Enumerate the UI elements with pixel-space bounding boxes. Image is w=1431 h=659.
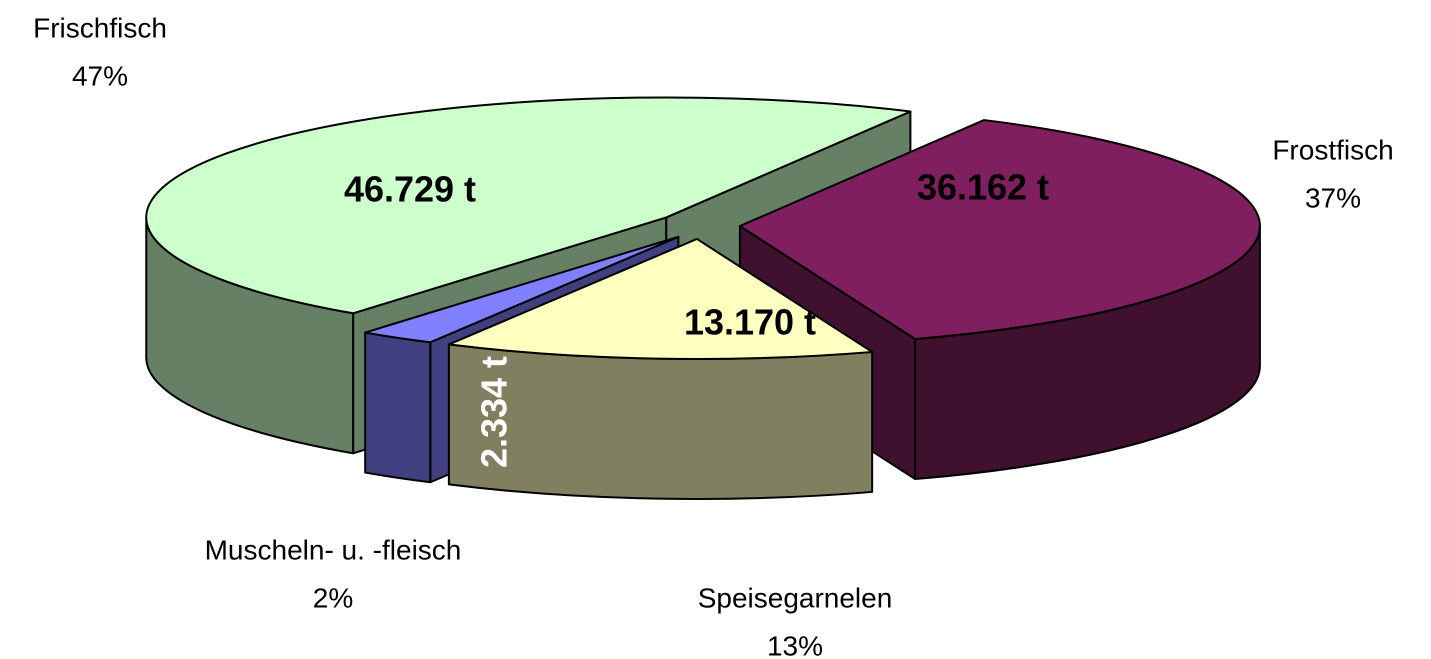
category-label: Frischfisch xyxy=(33,12,167,43)
category-label: Muscheln- u. -fleisch xyxy=(205,534,462,565)
percent-label: 47% xyxy=(72,60,128,91)
slice-top xyxy=(738,119,1261,340)
percent-label: 2% xyxy=(313,582,353,613)
category-label: Speisegarnelen xyxy=(698,582,893,613)
slice-top xyxy=(447,237,874,360)
value-label: 46.729 t xyxy=(344,169,476,210)
percent-label: 13% xyxy=(767,630,823,659)
value-label: 2.334 t xyxy=(474,356,515,468)
value-label: 13.170 t xyxy=(684,302,816,343)
slice-top xyxy=(145,96,912,315)
value-label: 36.162 t xyxy=(917,167,1049,208)
category-label: Frostfisch xyxy=(1272,134,1393,165)
slice-top xyxy=(364,235,680,344)
slice-wall xyxy=(364,331,432,484)
percent-label: 37% xyxy=(1305,182,1361,213)
